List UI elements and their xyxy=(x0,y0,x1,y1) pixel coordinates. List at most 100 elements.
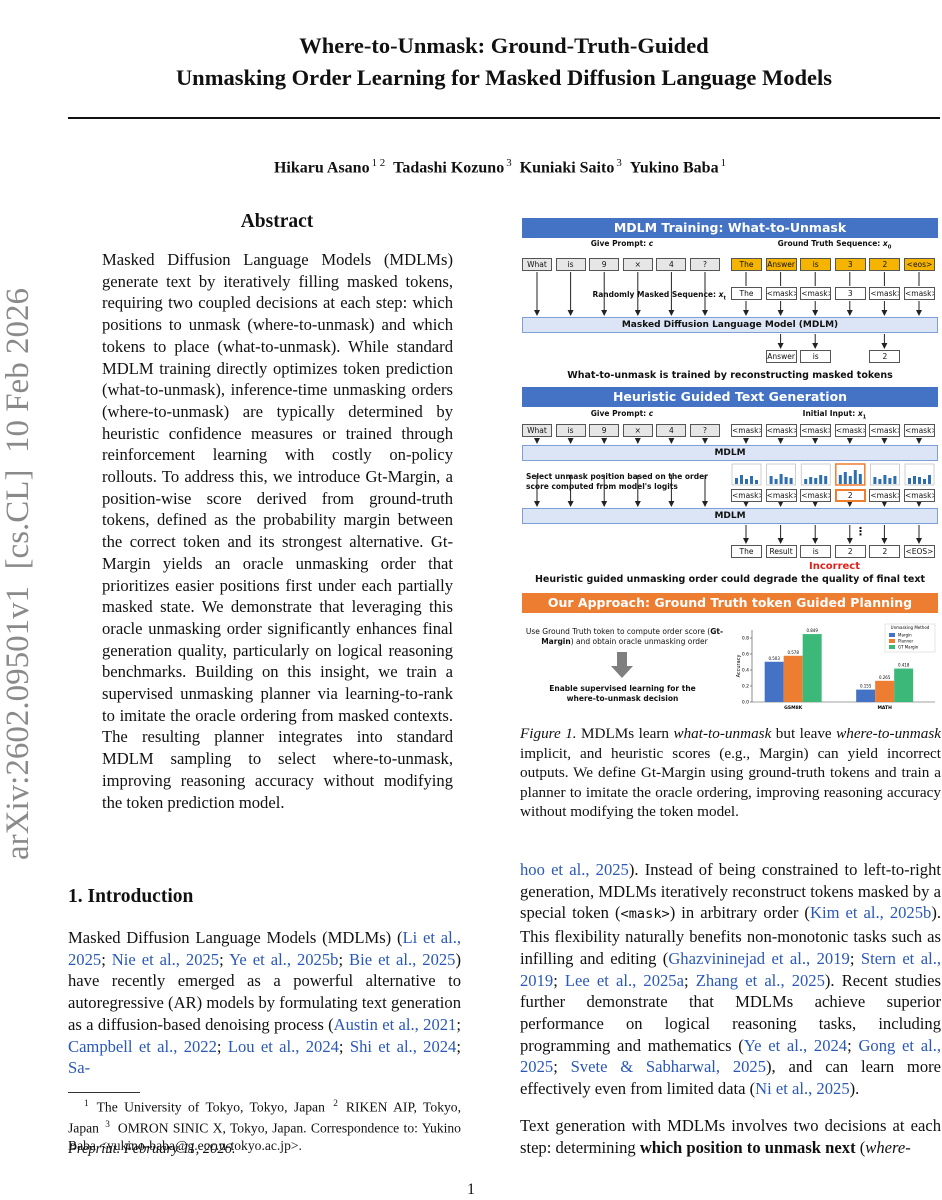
value-label: 0.265 xyxy=(879,675,891,680)
score-glyph xyxy=(908,478,911,484)
citation-link[interactable]: Ye et al., 2024 xyxy=(743,1035,848,1055)
bar xyxy=(894,668,914,702)
score-glyph xyxy=(853,470,857,484)
y-tick-label: 0.2 xyxy=(742,684,749,690)
y-tick-label: 0.0 xyxy=(742,700,749,706)
intro-paragraph: hoo et al., 2025). Instead of being cons… xyxy=(520,859,941,1100)
legend-label: Margin xyxy=(898,633,912,638)
text-run: where- xyxy=(865,1137,911,1157)
citation-link[interactable]: Ye et al., 2025b xyxy=(229,949,339,969)
text-run: Text generation with MDLMs involves two … xyxy=(520,1116,941,1157)
final-token: 2 xyxy=(869,545,901,558)
masked-token: <mask> xyxy=(904,287,935,300)
citation-link[interactable]: Shi et al., 2024 xyxy=(349,1036,457,1056)
legend-title: Unmasking Method xyxy=(891,625,930,630)
citation-link[interactable]: Li et al., 2025 xyxy=(68,928,461,969)
down-arrow xyxy=(611,652,633,678)
section-heading: 1. Introduction xyxy=(68,886,194,907)
score-glyph xyxy=(928,475,931,484)
bar xyxy=(783,655,803,702)
y-tick-label: 0.6 xyxy=(742,652,749,658)
bar xyxy=(802,634,822,702)
citation-link[interactable]: Lou et al., 2024 xyxy=(227,1036,339,1056)
citation-link[interactable]: Austin et al., 2021 xyxy=(333,1014,457,1034)
citation-link[interactable]: Zhang et al., 2025 xyxy=(695,970,825,990)
figure-label: Give Prompt: c xyxy=(522,409,722,419)
final-token: The xyxy=(731,545,762,558)
abstract-body: Masked Diffusion Language Models (MDLMs)… xyxy=(102,250,453,812)
score-glyph xyxy=(878,479,882,484)
text-run: 3 xyxy=(616,157,622,169)
selected-token: 2 xyxy=(834,489,866,502)
score-glyph xyxy=(893,476,897,484)
masked-token: <mask> xyxy=(765,424,797,437)
masked-token: 3 xyxy=(834,287,866,300)
text-run: ; xyxy=(338,1036,350,1056)
score-box xyxy=(731,463,762,486)
text-run: ) have recently emerged as a powerful al… xyxy=(68,949,461,1034)
figure-label: Randomly Masked Sequence: xt xyxy=(522,290,726,304)
citation-link[interactable]: Nie et al., 2025 xyxy=(111,949,220,969)
prompt-token: is xyxy=(555,258,586,271)
legend-swatch xyxy=(889,639,895,643)
score-glyph xyxy=(888,478,892,484)
text-run: ). Instead of being constrained to left-… xyxy=(520,860,941,923)
value-label: 0.418 xyxy=(898,663,910,668)
masked-token: <mask> xyxy=(800,287,832,300)
text-run: MDLMs learn xyxy=(576,725,674,742)
authors: Hikaru Asano 1 2 Tadashi Kozuno 3 Kuniaki Sa… xyxy=(68,157,940,177)
output-token: 2 xyxy=(869,350,901,363)
text-run: ; xyxy=(847,1035,859,1055)
citation-link[interactable]: Ni et al., 2025 xyxy=(755,1079,850,1099)
legend-swatch xyxy=(889,645,895,649)
figure-label: Give Prompt: c xyxy=(522,239,722,249)
text-run: Figure 1. xyxy=(520,725,577,742)
citation-link[interactable]: Sa- xyxy=(68,1058,91,1078)
text-run: c xyxy=(648,409,654,418)
text-run: what-to-unmask xyxy=(673,725,772,742)
citation-link[interactable]: Bie et al., 2025 xyxy=(349,949,456,969)
footnote-rule xyxy=(68,1092,140,1093)
prompt-token: 9 xyxy=(589,424,620,437)
score-glyph xyxy=(848,476,852,484)
score-box xyxy=(800,463,831,486)
score-box xyxy=(904,463,935,486)
gt-token: Answer xyxy=(765,258,797,271)
bar xyxy=(856,689,876,702)
text-run: ; xyxy=(338,949,350,969)
value-label: 0.155 xyxy=(860,684,872,689)
prompt-token: ? xyxy=(690,424,720,437)
score-glyph xyxy=(769,476,773,484)
x-tick-label: MATH xyxy=(877,705,892,711)
figure-banner: Our Approach: Ground Truth token Guided … xyxy=(522,593,938,613)
final-token: <EOS> xyxy=(904,545,935,558)
text-run: ; xyxy=(101,949,112,969)
citation-link[interactable]: Ghazvininejad et al., 2019 xyxy=(668,948,850,968)
score-glyph xyxy=(814,478,818,484)
citation-link[interactable]: Gong et al., 2025 xyxy=(520,1035,941,1077)
prompt-token: × xyxy=(622,424,653,437)
value-label: 0.849 xyxy=(806,628,818,633)
score-glyph xyxy=(913,476,916,484)
citation-link[interactable]: Lee et al., 2025a xyxy=(564,970,684,990)
citation-link[interactable]: hoo et al., 2025 xyxy=(520,860,629,879)
step-token: <mask> xyxy=(904,489,935,502)
citation-link[interactable]: Campbell et al., 2022 xyxy=(68,1036,217,1056)
final-token: Result xyxy=(765,545,797,558)
y-tick-label: 0.4 xyxy=(742,668,749,674)
output-token: Answer xyxy=(765,350,797,363)
prompt-token: ? xyxy=(690,258,720,271)
text-run: ; xyxy=(683,970,696,990)
prompt-token: × xyxy=(622,258,653,271)
text-run: implicit, and heuristic scores (e.g., Ma… xyxy=(520,744,941,821)
citation-link[interactable]: Kim et al., 2025b xyxy=(809,903,932,923)
masked-token: The xyxy=(731,287,762,300)
citation-link[interactable]: Svete & Sabharwal, 2025 xyxy=(570,1057,767,1077)
title-rule xyxy=(68,117,940,119)
text-run: ; xyxy=(219,949,230,969)
arxiv-id: arXiv:2602.09501v1 [cs.CL] 10 Feb 2026 xyxy=(0,288,36,860)
gt-token: The xyxy=(731,258,762,271)
text-run: x xyxy=(857,409,863,418)
text-run: Give Prompt: xyxy=(590,409,649,418)
citation-link[interactable]: Stern et al., 2019 xyxy=(520,948,941,990)
